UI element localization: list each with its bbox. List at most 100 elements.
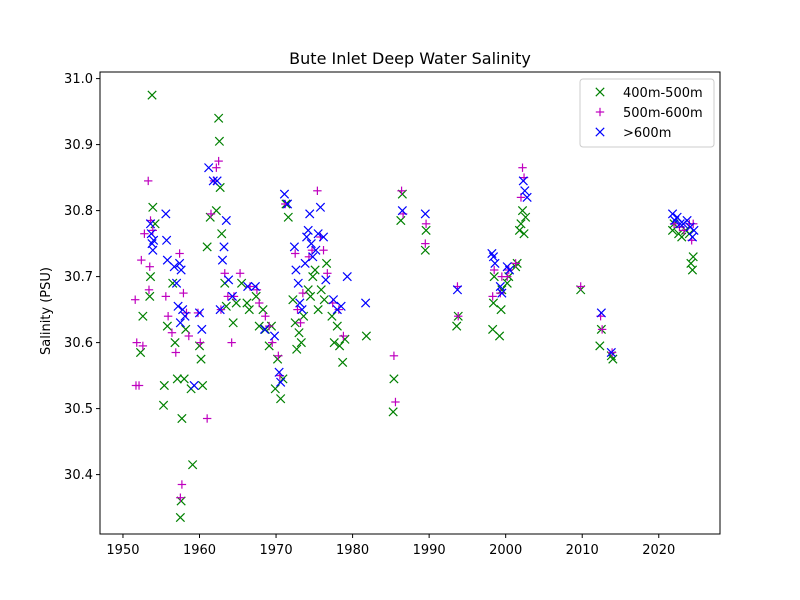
data-point xyxy=(518,176,528,186)
data-point xyxy=(334,305,344,314)
data-point xyxy=(328,295,339,305)
legend-box xyxy=(579,78,715,148)
data-point xyxy=(137,255,146,265)
data-point xyxy=(490,258,500,269)
y-tick-label: 30.8 xyxy=(64,204,93,219)
data-point xyxy=(421,239,430,248)
data-point xyxy=(235,269,245,278)
x-tick-label: 2000 xyxy=(489,543,522,558)
x-tick-label: 1990 xyxy=(413,543,446,558)
data-point xyxy=(305,209,315,219)
data-point xyxy=(296,318,305,327)
data-point xyxy=(296,337,306,348)
data-point xyxy=(520,186,530,196)
data-point xyxy=(270,384,280,394)
y-tick-label: 30.5 xyxy=(64,402,93,417)
data-point xyxy=(162,321,172,331)
data-point xyxy=(140,229,149,238)
data-point xyxy=(261,312,270,321)
data-point xyxy=(452,285,463,295)
data-point xyxy=(323,269,332,278)
data-point xyxy=(148,235,159,245)
y-tick-label: 30.6 xyxy=(64,336,93,351)
data-point xyxy=(146,229,156,239)
data-point xyxy=(606,347,616,358)
data-point xyxy=(250,281,261,292)
data-point xyxy=(489,265,499,275)
data-point xyxy=(159,380,169,391)
data-point xyxy=(597,325,607,334)
data-point xyxy=(321,258,332,269)
data-point xyxy=(310,265,320,275)
data-point xyxy=(175,318,185,328)
data-point xyxy=(215,304,225,315)
data-point xyxy=(454,312,463,321)
data-point xyxy=(289,242,300,252)
data-point xyxy=(290,318,300,328)
data-point xyxy=(227,338,236,347)
data-point xyxy=(176,265,186,275)
data-point xyxy=(178,304,188,315)
data-point xyxy=(254,321,264,331)
data-point xyxy=(194,308,205,318)
data-point xyxy=(319,246,328,255)
data-point xyxy=(283,212,293,222)
data-point xyxy=(288,295,298,305)
data-point xyxy=(389,351,399,360)
data-point xyxy=(161,209,171,219)
data-point xyxy=(175,512,185,523)
data-point xyxy=(202,242,212,252)
data-point xyxy=(504,265,515,275)
data-point xyxy=(489,271,499,282)
data-point xyxy=(212,176,222,186)
chart-title: Bute Inlet Deep Water Salinity xyxy=(289,49,531,68)
data-point xyxy=(488,292,497,301)
data-point xyxy=(163,312,173,321)
data-point xyxy=(206,209,216,219)
x-tick-label: 1960 xyxy=(183,543,216,558)
data-point xyxy=(214,113,224,123)
data-point xyxy=(319,295,329,305)
data-point xyxy=(338,357,348,368)
y-tick-label: 30.7 xyxy=(64,270,93,285)
data-point xyxy=(279,189,290,199)
data-point xyxy=(132,338,141,347)
legend-marker xyxy=(595,107,605,117)
data-point xyxy=(297,304,307,315)
data-point xyxy=(667,209,678,219)
data-point xyxy=(172,374,182,384)
data-point xyxy=(421,219,431,228)
data-point xyxy=(167,328,177,337)
data-point xyxy=(217,255,228,265)
data-point xyxy=(196,354,206,364)
data-point xyxy=(268,338,277,347)
data-point xyxy=(144,285,154,294)
legend: 400m-500m 500m-600m >600m xyxy=(579,78,715,148)
legend-marker xyxy=(595,87,605,97)
data-point xyxy=(171,348,180,357)
data-point xyxy=(522,192,532,203)
data-point xyxy=(171,278,182,288)
data-point xyxy=(420,209,430,219)
data-point xyxy=(452,321,462,331)
data-point xyxy=(158,400,169,410)
data-point xyxy=(131,295,140,304)
data-point xyxy=(687,265,698,275)
data-point xyxy=(360,298,371,308)
data-point xyxy=(187,460,198,470)
data-point xyxy=(177,413,187,424)
data-point xyxy=(520,212,531,222)
data-point xyxy=(193,308,203,318)
data-point xyxy=(397,205,407,216)
data-point xyxy=(177,480,187,489)
data-point xyxy=(292,344,302,354)
data-point xyxy=(204,163,214,173)
series-0 xyxy=(135,90,698,523)
data-point xyxy=(361,331,371,341)
y-tick-label: 31.0 xyxy=(64,72,93,87)
data-point xyxy=(294,328,304,338)
data-point xyxy=(134,381,144,390)
data-point xyxy=(517,205,528,216)
data-point xyxy=(305,291,316,302)
data-point xyxy=(511,259,520,268)
